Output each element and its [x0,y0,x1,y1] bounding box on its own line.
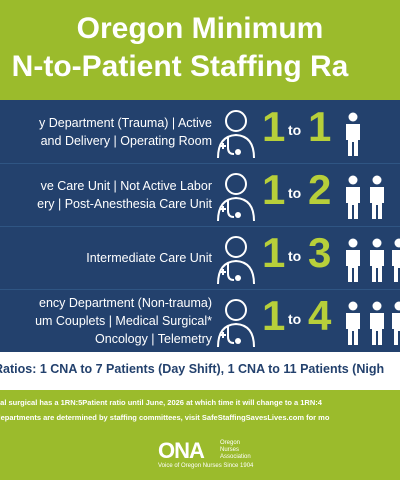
footnote-staffing-committees: departments are determined by staffing c… [0,413,330,422]
unit-label-line: Intermediate Care Unit [86,250,212,265]
page-title-line2: N-to-Patient Staffing Ra [11,50,349,83]
row-divider [0,163,400,164]
nurse-icon [217,110,255,158]
patient-icon [370,238,384,282]
logo-org-name: Oregon Nurses Association [220,440,251,461]
ratio-row-1: y Department (Trauma) | Active and Deliv… [0,100,400,163]
logo-org-line: Nurses [220,447,240,453]
ratio-panel: y Department (Trauma) | Active and Deliv… [0,100,400,352]
unit-label-line: ve Care Unit | Not Active Labor [40,178,212,193]
ratio-nurse-count: 1 [262,103,286,150]
patient-icon [370,175,384,219]
nurse-icon [217,299,255,347]
patient-icon [392,301,400,345]
unit-label-line: um Couplets | Medical Surgical* [35,313,212,328]
ratio-to-text: to [288,248,302,264]
patient-icon [392,238,400,282]
row-divider [0,289,400,290]
footnote-med-surg: cal surgical has a 1RN:5Patient ratio un… [0,398,322,407]
unit-label-line: Oncology | Telemetry [95,331,212,346]
unit-label-line: y Department (Trauma) | Active [39,115,212,130]
cna-ratio-text: Ratios: 1 CNA to 7 Patients (Day Shift),… [0,362,385,376]
patient-icon [346,112,360,156]
ratio-row-3: Intermediate Care Unit 1 to 3 [0,226,400,289]
unit-label-line: ency Department (Non-trauma) [39,295,212,310]
cna-ratio-banner: Ratios: 1 CNA to 7 Patients (Day Shift),… [0,352,400,390]
nurse-icon [217,236,255,284]
patient-icon [346,301,360,345]
unit-label-line: ery | Post-Anesthesia Care Unit [37,196,212,211]
ratio-nurse-count: 1 [262,166,286,213]
ratio-row-4: ency Department (Non-trauma) um Couplets… [0,289,400,352]
ratio-to-text: to [288,122,302,138]
ratio-nurse-count: 1 [262,229,286,276]
patient-icon [346,238,360,282]
ratio-patient-count: 1 [308,103,332,150]
ratio-patient-count: 3 [308,229,332,276]
logo-tagline: Voice of Oregon Nurses Since 1904 [158,463,254,469]
nurse-icon [217,173,255,221]
row-divider [0,226,400,227]
patient-icon [346,175,360,219]
unit-label: Intermediate Care Unit [86,226,212,289]
ratio-patient-count: 4 [308,292,332,339]
unit-label: ve Care Unit | Not Active Labor ery | Po… [37,163,212,226]
unit-label: ency Department (Non-trauma) um Couplets… [35,289,212,352]
ratio-to-text: to [288,185,302,201]
logo-org-line: Association [220,454,251,460]
logo-org-line: Oregon [220,440,241,446]
unit-label-line: and Delivery | Operating Room [40,133,212,148]
unit-label: y Department (Trauma) | Active and Deliv… [39,100,212,163]
ratio-nurse-count: 1 [262,292,286,339]
ratio-patient-count: 2 [308,166,332,213]
page-title-line1: Oregon Minimum [76,12,324,45]
ratio-row-2: ve Care Unit | Not Active Labor ery | Po… [0,163,400,226]
patient-icon [370,301,384,345]
ona-logo: ONA Oregon Nurses Association Voice of O… [158,438,268,472]
logo-wordmark: ONA [158,438,205,463]
ratio-to-text: to [288,311,302,327]
